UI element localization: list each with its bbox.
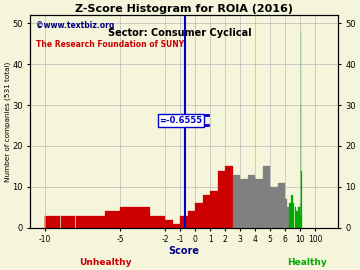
Text: =-0.6555: =-0.6555 [159,116,202,125]
Bar [165,220,172,228]
Bar [203,195,210,228]
Text: The Research Foundation of SUNY: The Research Foundation of SUNY [36,40,185,49]
Bar [76,215,90,228]
Bar [225,166,233,228]
Bar [135,207,150,228]
Bar [296,211,298,228]
Bar [298,207,300,228]
Bar [90,215,105,228]
Bar [233,175,240,228]
Text: Unhealthy: Unhealthy [79,258,131,267]
Bar [105,211,120,228]
Title: Z-Score Histogram for ROIA (2016): Z-Score Histogram for ROIA (2016) [75,4,293,14]
Bar [285,199,287,228]
Text: Healthy: Healthy [287,258,327,267]
Bar [195,203,203,228]
Bar [60,215,75,228]
Bar [240,179,248,228]
Bar [210,191,217,228]
Bar [255,179,262,228]
Text: ©www.textbiz.org: ©www.textbiz.org [36,21,115,30]
Bar [173,224,180,228]
Bar [248,175,255,228]
Bar [294,207,296,228]
Bar [188,211,195,228]
X-axis label: Score: Score [168,246,199,256]
Y-axis label: Number of companies (531 total): Number of companies (531 total) [4,61,11,181]
Bar [293,203,294,228]
Bar [180,215,188,228]
Bar [289,203,291,228]
Text: Sector: Consumer Cyclical: Sector: Consumer Cyclical [108,28,252,38]
Bar [278,183,285,228]
Bar [263,166,270,228]
Bar [45,215,60,228]
Bar [121,207,135,228]
Bar [291,195,293,228]
Bar [218,171,225,228]
Bar [287,207,289,228]
Bar [150,215,165,228]
Bar [270,187,278,228]
